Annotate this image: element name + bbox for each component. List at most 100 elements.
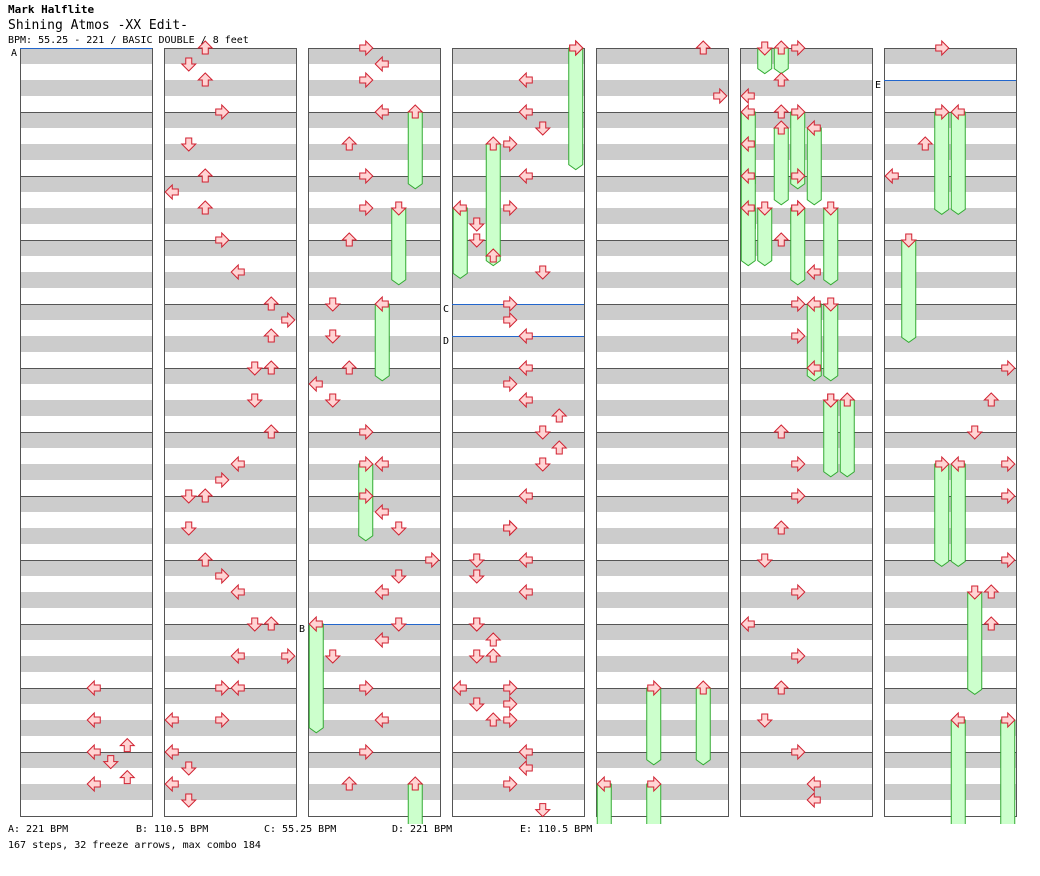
step-arrow (230, 455, 245, 473)
freeze-body (823, 303, 839, 382)
freeze-arrow (1000, 711, 1016, 824)
step-arrow (773, 72, 790, 87)
freeze-arrow (756, 41, 773, 75)
step-arrow (390, 521, 407, 536)
beat-band (164, 368, 296, 384)
step-arrow (359, 679, 374, 697)
freeze-arrow (822, 201, 839, 286)
beat-band (596, 496, 728, 512)
step-arrow (791, 647, 806, 665)
step-arrow (518, 487, 533, 505)
beat-band (740, 304, 872, 320)
freeze-body (839, 399, 855, 478)
step-arrow (119, 769, 136, 785)
freeze-arrow (822, 297, 839, 382)
beat-band (308, 464, 440, 480)
beat-band (20, 720, 152, 736)
step-arrow (308, 375, 323, 393)
bpm-legend-e: E: 110.5 BPM (520, 824, 593, 835)
freeze-arrow (390, 201, 407, 286)
beat-band (596, 624, 728, 640)
beat-band (884, 240, 1016, 256)
freeze-head (900, 233, 917, 248)
column-border (596, 48, 729, 817)
freeze-body (646, 687, 662, 766)
step-arrow (230, 583, 245, 601)
beat-band (164, 400, 296, 416)
step-arrow (518, 167, 533, 185)
freeze-head (950, 103, 965, 121)
step-arrow (551, 440, 568, 455)
step-arrow (197, 552, 214, 567)
beat-band (596, 176, 728, 192)
freeze-arrow (950, 103, 966, 216)
beat-band (308, 496, 440, 512)
step-arrow (503, 695, 518, 713)
freeze-arrow (646, 679, 662, 766)
beat-band (596, 656, 728, 672)
step-arrow (374, 503, 389, 521)
beat-band (20, 48, 152, 64)
step-arrow (966, 425, 983, 440)
step-arrow (359, 71, 374, 89)
step-arrow (86, 679, 101, 697)
step-arrow (503, 375, 518, 393)
column-border (740, 48, 873, 817)
freeze-head (452, 199, 467, 217)
step-arrow (119, 737, 136, 753)
beat-band (452, 208, 584, 224)
beat-band (308, 688, 440, 704)
step-arrow (164, 183, 179, 201)
step-arrow (374, 55, 389, 73)
beat-band (884, 80, 1016, 96)
beat-band (308, 144, 440, 160)
step-arrow (485, 712, 502, 727)
beat-band (164, 240, 296, 256)
beat-band (20, 624, 152, 640)
step-arrow (468, 649, 485, 664)
column-border (884, 48, 1017, 817)
step-arrow (791, 455, 806, 473)
beat-band (164, 144, 296, 160)
step-arrow (281, 311, 296, 329)
freeze-arrow (374, 295, 390, 382)
freeze-arrow (806, 295, 822, 382)
beat-band (884, 560, 1016, 576)
freeze-body (950, 111, 966, 216)
step-arrow (503, 295, 518, 313)
freeze-head (806, 119, 821, 137)
beat-band (452, 112, 584, 128)
step-arrow (1001, 455, 1016, 473)
step-arrow (374, 711, 389, 729)
freeze-head (756, 41, 773, 56)
step-arrow (452, 679, 467, 697)
beat-band (20, 752, 152, 768)
beat-band (740, 464, 872, 480)
freeze-body (823, 399, 839, 478)
beat-band (452, 368, 584, 384)
beat-band (20, 688, 152, 704)
beat-band (164, 496, 296, 512)
beat-band (452, 752, 584, 768)
chart-info: BPM: 55.25 - 221 / BASIC DOUBLE / 8 feet (8, 35, 249, 46)
beat-band (20, 80, 152, 96)
beat-band (596, 208, 728, 224)
freeze-body (823, 207, 839, 286)
bpm-marker-label: B (299, 624, 305, 635)
freeze-arrow (773, 120, 790, 206)
step-arrow (164, 711, 179, 729)
step-arrow (503, 135, 518, 153)
beat-band (164, 112, 296, 128)
beat-band (740, 432, 872, 448)
step-arrow (935, 39, 950, 57)
step-arrow (263, 424, 280, 439)
step-arrow (485, 248, 502, 263)
beat-band (740, 496, 872, 512)
beat-band (308, 208, 440, 224)
freeze-head (839, 392, 856, 407)
beat-band (740, 272, 872, 288)
beat-band (740, 400, 872, 416)
freeze-body (806, 127, 822, 206)
step-arrow (390, 569, 407, 584)
beat-band (740, 656, 872, 672)
